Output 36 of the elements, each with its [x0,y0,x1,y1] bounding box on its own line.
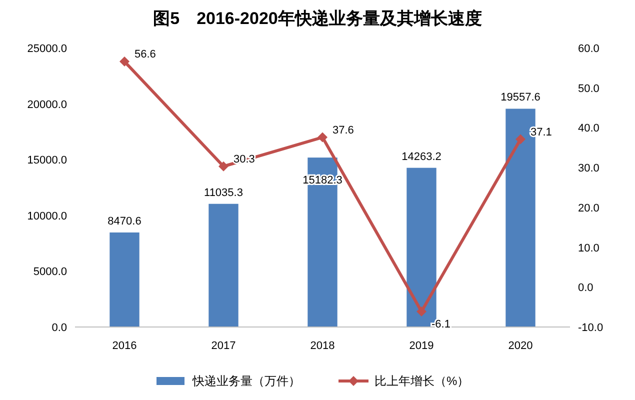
point [516,134,526,144]
data-label: 56.6 [134,48,156,61]
legend-label: 快递业务量（万件） [192,374,300,388]
x-tick-label: 2016 [112,340,137,352]
y2-tick-label: 10.0 [578,242,600,254]
y-tick-label: 10000.0 [27,210,67,222]
y-tick-label: 25000.0 [27,43,67,55]
y-tick-label: 15000.0 [27,154,67,167]
x-tick-label: 2020 [508,340,533,352]
bar [110,232,140,327]
y-tick-label: 0.0 [52,322,67,334]
y2-tick-label: 40.0 [578,122,600,135]
y2-tick-label: 30.0 [578,162,600,175]
data-label: 11035.3 [204,186,243,199]
y-tick-label: 5000.0 [33,266,67,278]
y2-tick-label: 50.0 [578,82,600,95]
y2-tick-label: 60.0 [578,43,600,55]
y-tick-label: 20000.0 [27,98,67,111]
data-label: 37.6 [332,124,354,136]
x-tick-label: 2019 [409,340,434,352]
point [318,132,328,142]
y2-tick-label: 20.0 [578,202,600,214]
y2-tick-label: -10.0 [578,322,604,334]
y2-tick-label: 0.0 [578,282,594,294]
data-label: 8470.6 [108,215,142,228]
point [416,306,426,316]
point [120,56,130,67]
x-tick-label: 2018 [310,340,335,352]
data-label: -6.1 [432,318,450,330]
chart-title: 图5 2016-2020年快递业务量及其增长速度 [153,9,482,28]
bar [208,204,238,327]
point [218,161,228,172]
legend-label: 比上年增长（%） [374,374,470,388]
x-tick-label: 2017 [211,340,236,352]
data-label: 19557.6 [500,92,540,104]
data-label: 14263.2 [402,150,442,163]
